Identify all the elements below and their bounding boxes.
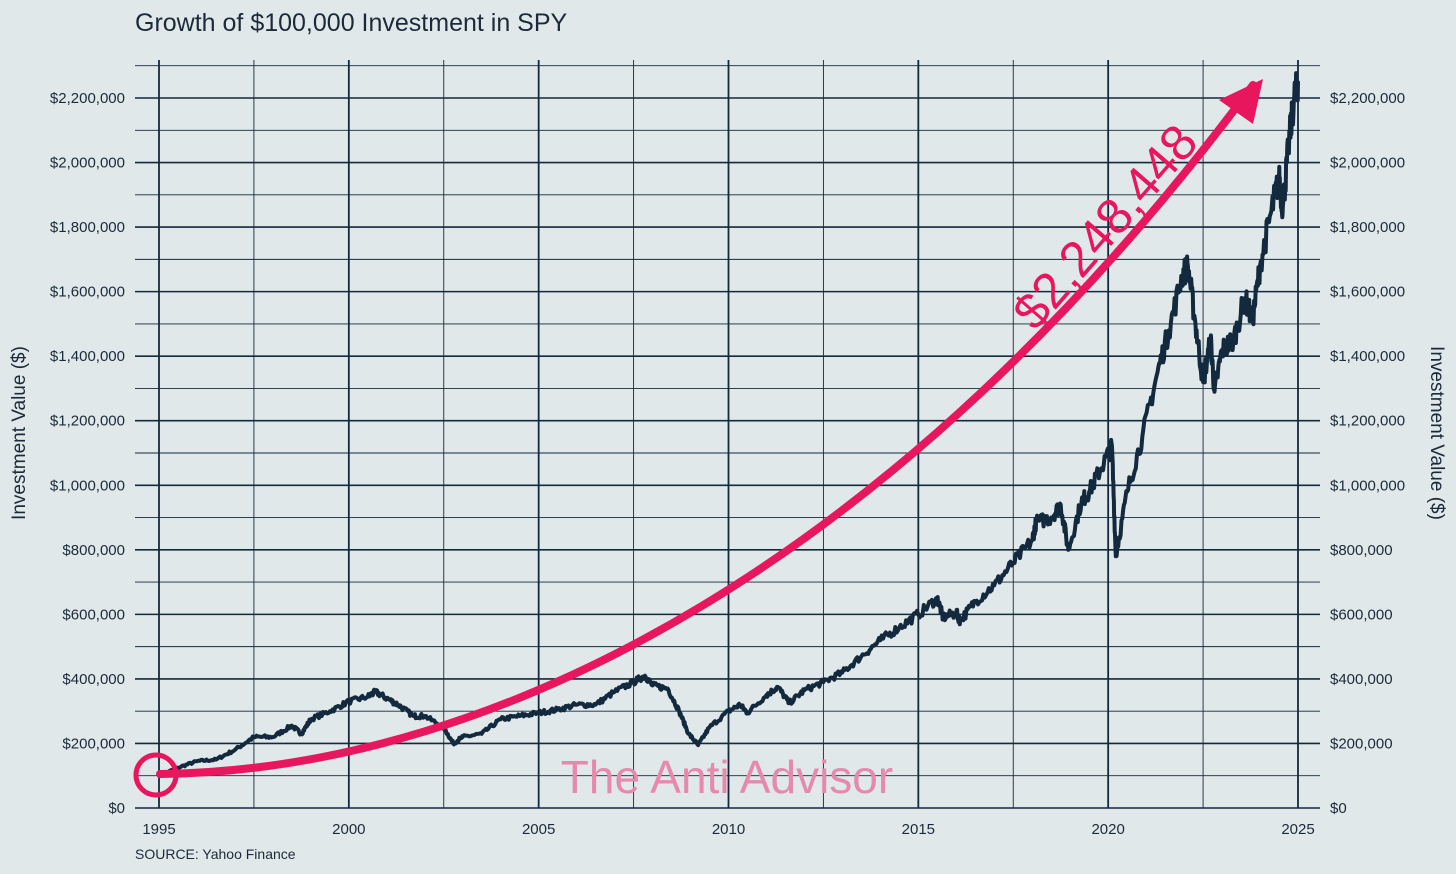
watermark-text: The Anti Advisor <box>561 751 893 803</box>
y-tick-label-left: $2,200,000 <box>50 90 125 107</box>
series-line-spy <box>157 71 1300 778</box>
x-tick-label: 2010 <box>712 821 745 838</box>
y-tick-label-left: $200,000 <box>62 735 125 752</box>
y-tick-label-right: $1,800,000 <box>1330 219 1405 236</box>
left-axis-label: Investment Value ($) <box>9 346 30 520</box>
y-tick-label-right: $1,600,000 <box>1330 284 1405 301</box>
x-tick-label: 2015 <box>902 821 935 838</box>
y-tick-label-left: $1,400,000 <box>50 348 125 365</box>
y-tick-label-right: $400,000 <box>1330 671 1393 688</box>
source-note: SOURCE: Yahoo Finance <box>135 846 296 862</box>
chart-title: Growth of $100,000 Investment in SPY <box>135 9 568 37</box>
y-tick-label-right: $1,400,000 <box>1330 348 1405 365</box>
grid <box>135 60 1320 809</box>
y-tick-label-left: $800,000 <box>62 542 125 559</box>
x-tick-label: 2000 <box>332 821 365 838</box>
arrow-head-icon <box>1219 79 1263 124</box>
y-tick-label-right: $1,000,000 <box>1330 477 1405 494</box>
start-point-circle <box>133 752 179 798</box>
y-tick-label-left: $0 <box>108 800 125 817</box>
y-tick-label-right: $0 <box>1330 800 1347 817</box>
y-tick-label-right: $1,200,000 <box>1330 413 1405 430</box>
y-tick-label-right: $2,200,000 <box>1330 90 1405 107</box>
y-tick-label-left: $2,000,000 <box>50 155 125 172</box>
annotation-layer: $2,248,448 <box>133 79 1263 798</box>
x-tick-label: 2025 <box>1281 821 1314 838</box>
y-tick-label-right: $600,000 <box>1330 606 1393 623</box>
y-tick-label-right: $2,000,000 <box>1330 155 1405 172</box>
right-axis-label: Investment Value ($) <box>1426 346 1447 520</box>
tick-labels: 1995 2000 2005 2010 2015 2020 2025 $0 $200,000 $4… <box>50 90 1405 838</box>
y-tick-label-left: $1,200,000 <box>50 413 125 430</box>
y-tick-label-right: $200,000 <box>1330 735 1393 752</box>
y-tick-label-left: $1,000,000 <box>50 477 125 494</box>
y-tick-label-left: $1,600,000 <box>50 284 125 301</box>
y-tick-label-right: $800,000 <box>1330 542 1393 559</box>
growth-trend-arrow <box>156 81 1257 778</box>
y-tick-label-left: $1,800,000 <box>50 219 125 236</box>
x-tick-label: 2005 <box>522 821 555 838</box>
y-tick-label-left: $600,000 <box>62 606 125 623</box>
x-tick-label: 1995 <box>142 821 175 838</box>
series-layer <box>157 71 1300 778</box>
y-tick-label-left: $400,000 <box>62 671 125 688</box>
x-tick-label: 2020 <box>1091 821 1124 838</box>
